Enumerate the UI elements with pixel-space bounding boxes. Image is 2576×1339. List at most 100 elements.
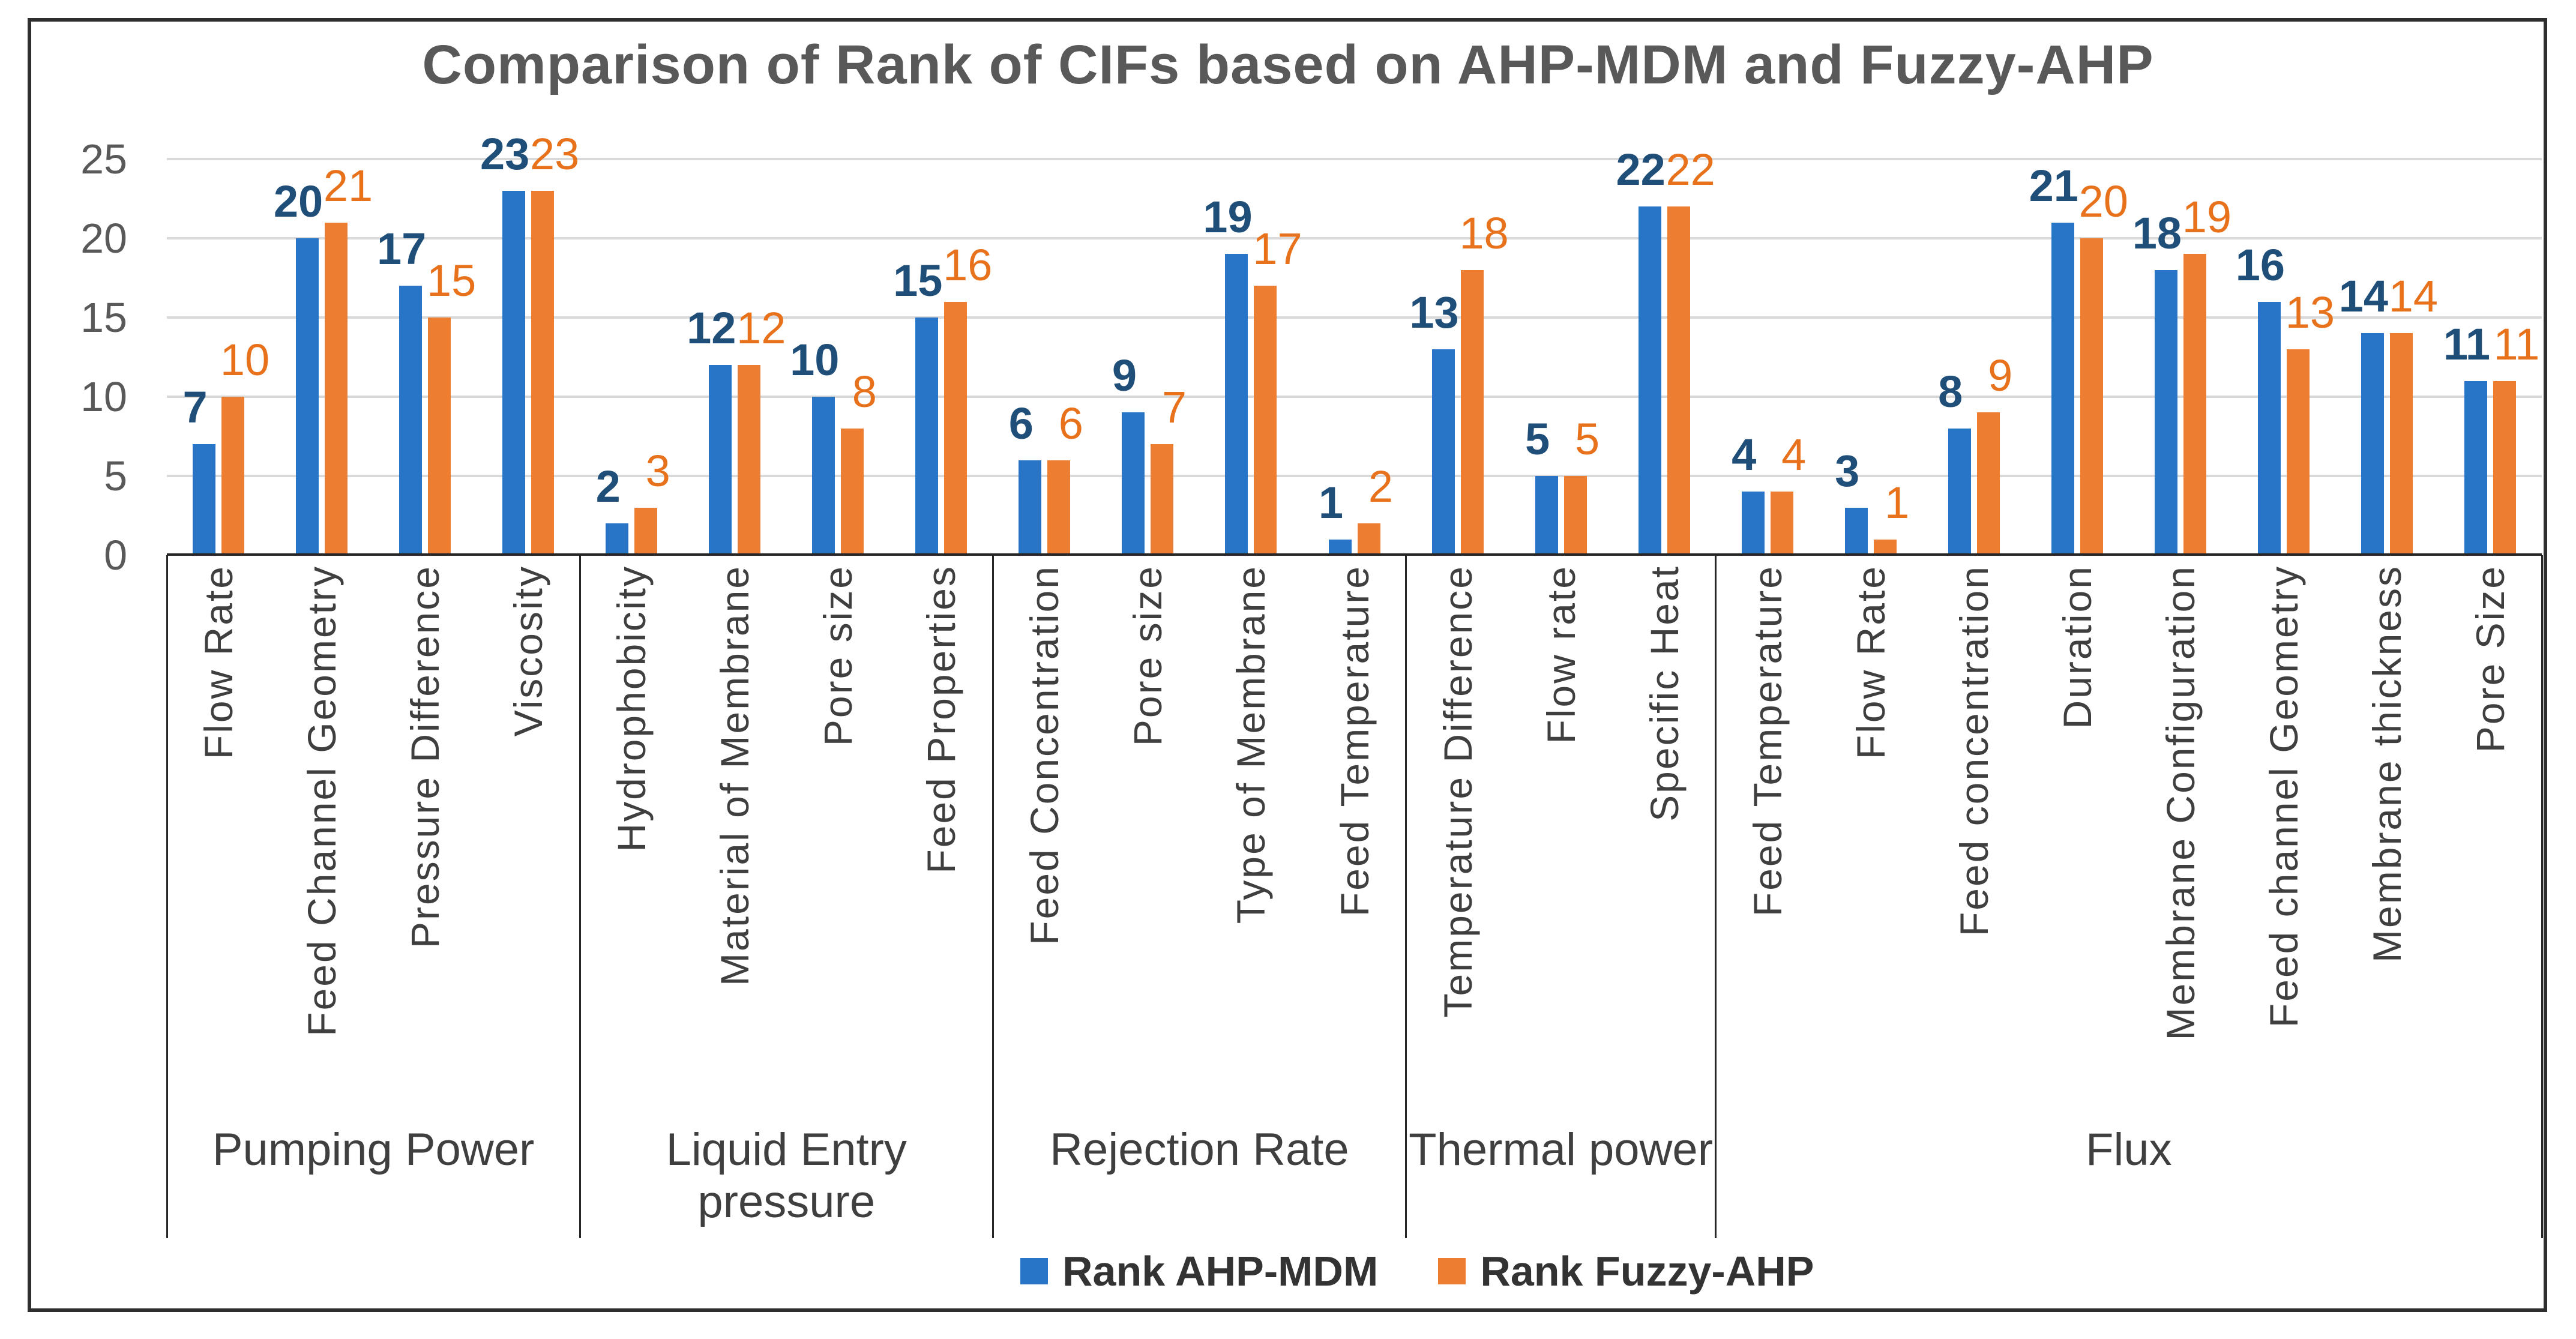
data-label-fuzzy-ahp: 5 xyxy=(1575,414,1600,464)
data-label-fuzzy-ahp: 6 xyxy=(1058,398,1083,448)
data-label-ahp-mdm: 5 xyxy=(1525,414,1550,464)
data-label-ahp-mdm: 18 xyxy=(2132,208,2182,258)
group-separator xyxy=(2541,555,2543,1238)
data-label-ahp-mdm: 9 xyxy=(1112,351,1137,401)
category-label: Feed Temperature xyxy=(1332,565,1377,917)
gridline xyxy=(167,237,2542,239)
bar-rank-ahp-mdm xyxy=(812,397,835,555)
y-axis-tick-label: 5 xyxy=(104,453,127,499)
chart-title: Comparison of Rank of CIFs based on AHP-… xyxy=(422,34,2154,95)
legend-swatch-blue-icon xyxy=(1020,1258,1048,1284)
group-label-text: Pumping Power xyxy=(212,1124,535,1175)
bar-rank-ahp-mdm xyxy=(1431,349,1455,555)
bar-rank-fuzzy-ahp xyxy=(1873,539,1897,555)
bar-rank-fuzzy-ahp xyxy=(634,507,658,555)
data-label-fuzzy-ahp: 11 xyxy=(2493,319,2540,369)
group-label: Flux xyxy=(1716,1124,2542,1244)
bar-rank-fuzzy-ahp xyxy=(1254,286,1277,555)
data-label-fuzzy-ahp: 3 xyxy=(645,445,670,496)
data-label-ahp-mdm: 20 xyxy=(273,176,324,226)
data-label-ahp-mdm: 16 xyxy=(2235,239,2286,290)
data-label-fuzzy-ahp: 16 xyxy=(943,239,993,290)
bar-rank-ahp-mdm xyxy=(399,286,423,555)
bar-rank-fuzzy-ahp xyxy=(1151,444,1174,555)
data-label-ahp-mdm: 15 xyxy=(893,256,943,305)
data-label-ahp-mdm: 6 xyxy=(1008,398,1034,448)
data-label-ahp-mdm: 12 xyxy=(687,303,736,354)
bar-rank-ahp-mdm xyxy=(915,317,939,555)
y-axis-tick-label: 15 xyxy=(80,294,127,341)
bar-rank-fuzzy-ahp xyxy=(2389,333,2413,555)
group-label: Rejection Rate xyxy=(993,1124,1406,1244)
data-label-fuzzy-ahp: 14 xyxy=(2388,271,2439,322)
gridline xyxy=(167,316,2542,319)
group-label-text: Flux xyxy=(2086,1124,2172,1175)
data-label-ahp-mdm: 7 xyxy=(182,382,208,433)
data-label-fuzzy-ahp: 10 xyxy=(220,335,270,385)
bar-rank-fuzzy-ahp xyxy=(2286,349,2310,555)
data-label-fuzzy-ahp: 9 xyxy=(1988,351,2013,401)
category-label: Pore Size xyxy=(2467,565,2512,753)
legend-label: Rank Fuzzy-AHP xyxy=(1480,1248,1814,1295)
category-label: Pressure Difference xyxy=(403,565,448,949)
data-label-fuzzy-ahp: 21 xyxy=(323,160,373,211)
group-label-text: Liquid Entry pressure xyxy=(666,1124,907,1228)
bar-rank-fuzzy-ahp xyxy=(1976,412,2000,555)
category-label: Specific Heat xyxy=(1642,565,1687,822)
group-label: Liquid Entry pressure xyxy=(580,1124,993,1244)
x-axis-line xyxy=(167,553,2542,556)
category-label: Feed concentration xyxy=(1951,565,1996,937)
data-label-ahp-mdm: 19 xyxy=(1203,192,1253,242)
bar-rank-fuzzy-ahp xyxy=(1667,206,1690,555)
category-label: Type of Membrane xyxy=(1229,565,1274,924)
category-label: Flow Rate xyxy=(1848,565,1893,760)
bar-rank-fuzzy-ahp xyxy=(325,222,348,555)
group-separator xyxy=(579,555,581,1238)
data-label-fuzzy-ahp: 7 xyxy=(1161,382,1187,433)
category-label: Feed channel Geometry xyxy=(2261,565,2306,1028)
data-label-ahp-mdm: 11 xyxy=(2443,319,2491,369)
category-label: Feed Channel Geometry xyxy=(299,565,345,1037)
bar-rank-ahp-mdm xyxy=(2464,381,2487,555)
bar-rank-ahp-mdm xyxy=(2051,222,2074,555)
data-label-ahp-mdm: 14 xyxy=(2338,271,2389,322)
bar-rank-ahp-mdm xyxy=(1225,254,1248,555)
y-axis-tick-label: 25 xyxy=(80,136,127,182)
bar-rank-fuzzy-ahp xyxy=(944,301,968,555)
data-label-ahp-mdm: 2 xyxy=(595,462,621,512)
bar-rank-ahp-mdm xyxy=(606,523,629,555)
data-label-ahp-mdm: 10 xyxy=(790,335,840,385)
bar-rank-ahp-mdm xyxy=(1019,460,1042,555)
group-label-text: Thermal power xyxy=(1409,1124,1713,1175)
data-label-fuzzy-ahp: 20 xyxy=(2078,176,2128,226)
category-label: Duration xyxy=(2054,565,2099,729)
category-label: Material of Membrane xyxy=(712,565,757,986)
group-label: Pumping Power xyxy=(167,1124,580,1244)
bar-rank-fuzzy-ahp xyxy=(2080,238,2103,555)
category-label: Membrane Configuration xyxy=(2158,565,2203,1041)
group-separator xyxy=(992,555,994,1238)
bar-rank-fuzzy-ahp xyxy=(738,365,761,555)
bar-rank-ahp-mdm xyxy=(1122,412,1145,555)
legend-swatch-orange-icon xyxy=(1438,1258,1466,1284)
bar-rank-fuzzy-ahp xyxy=(1460,269,1484,555)
bar-rank-fuzzy-ahp xyxy=(531,190,555,555)
bar-rank-ahp-mdm xyxy=(296,238,319,555)
data-label-ahp-mdm: 17 xyxy=(376,224,427,274)
bar-rank-fuzzy-ahp xyxy=(2493,381,2516,555)
data-label-ahp-mdm: 21 xyxy=(2029,160,2078,211)
data-label-ahp-mdm: 4 xyxy=(1732,430,1757,480)
category-label: Feed Concentration xyxy=(1022,565,1067,945)
category-label: Temperature Difference xyxy=(1435,565,1480,1018)
category-label: Pore size xyxy=(816,565,861,747)
group-label-text: Rejection Rate xyxy=(1050,1124,1349,1175)
chart-border xyxy=(28,18,2547,1312)
y-axis-tick-label: 0 xyxy=(104,532,127,579)
data-label-fuzzy-ahp: 17 xyxy=(1253,224,1302,274)
category-label: Flow Rate xyxy=(196,565,241,760)
data-label-ahp-mdm: 13 xyxy=(1409,287,1459,337)
bar-rank-fuzzy-ahp xyxy=(428,317,451,555)
data-label-fuzzy-ahp: 22 xyxy=(1666,145,1715,195)
category-label: Pore size xyxy=(1125,565,1170,747)
